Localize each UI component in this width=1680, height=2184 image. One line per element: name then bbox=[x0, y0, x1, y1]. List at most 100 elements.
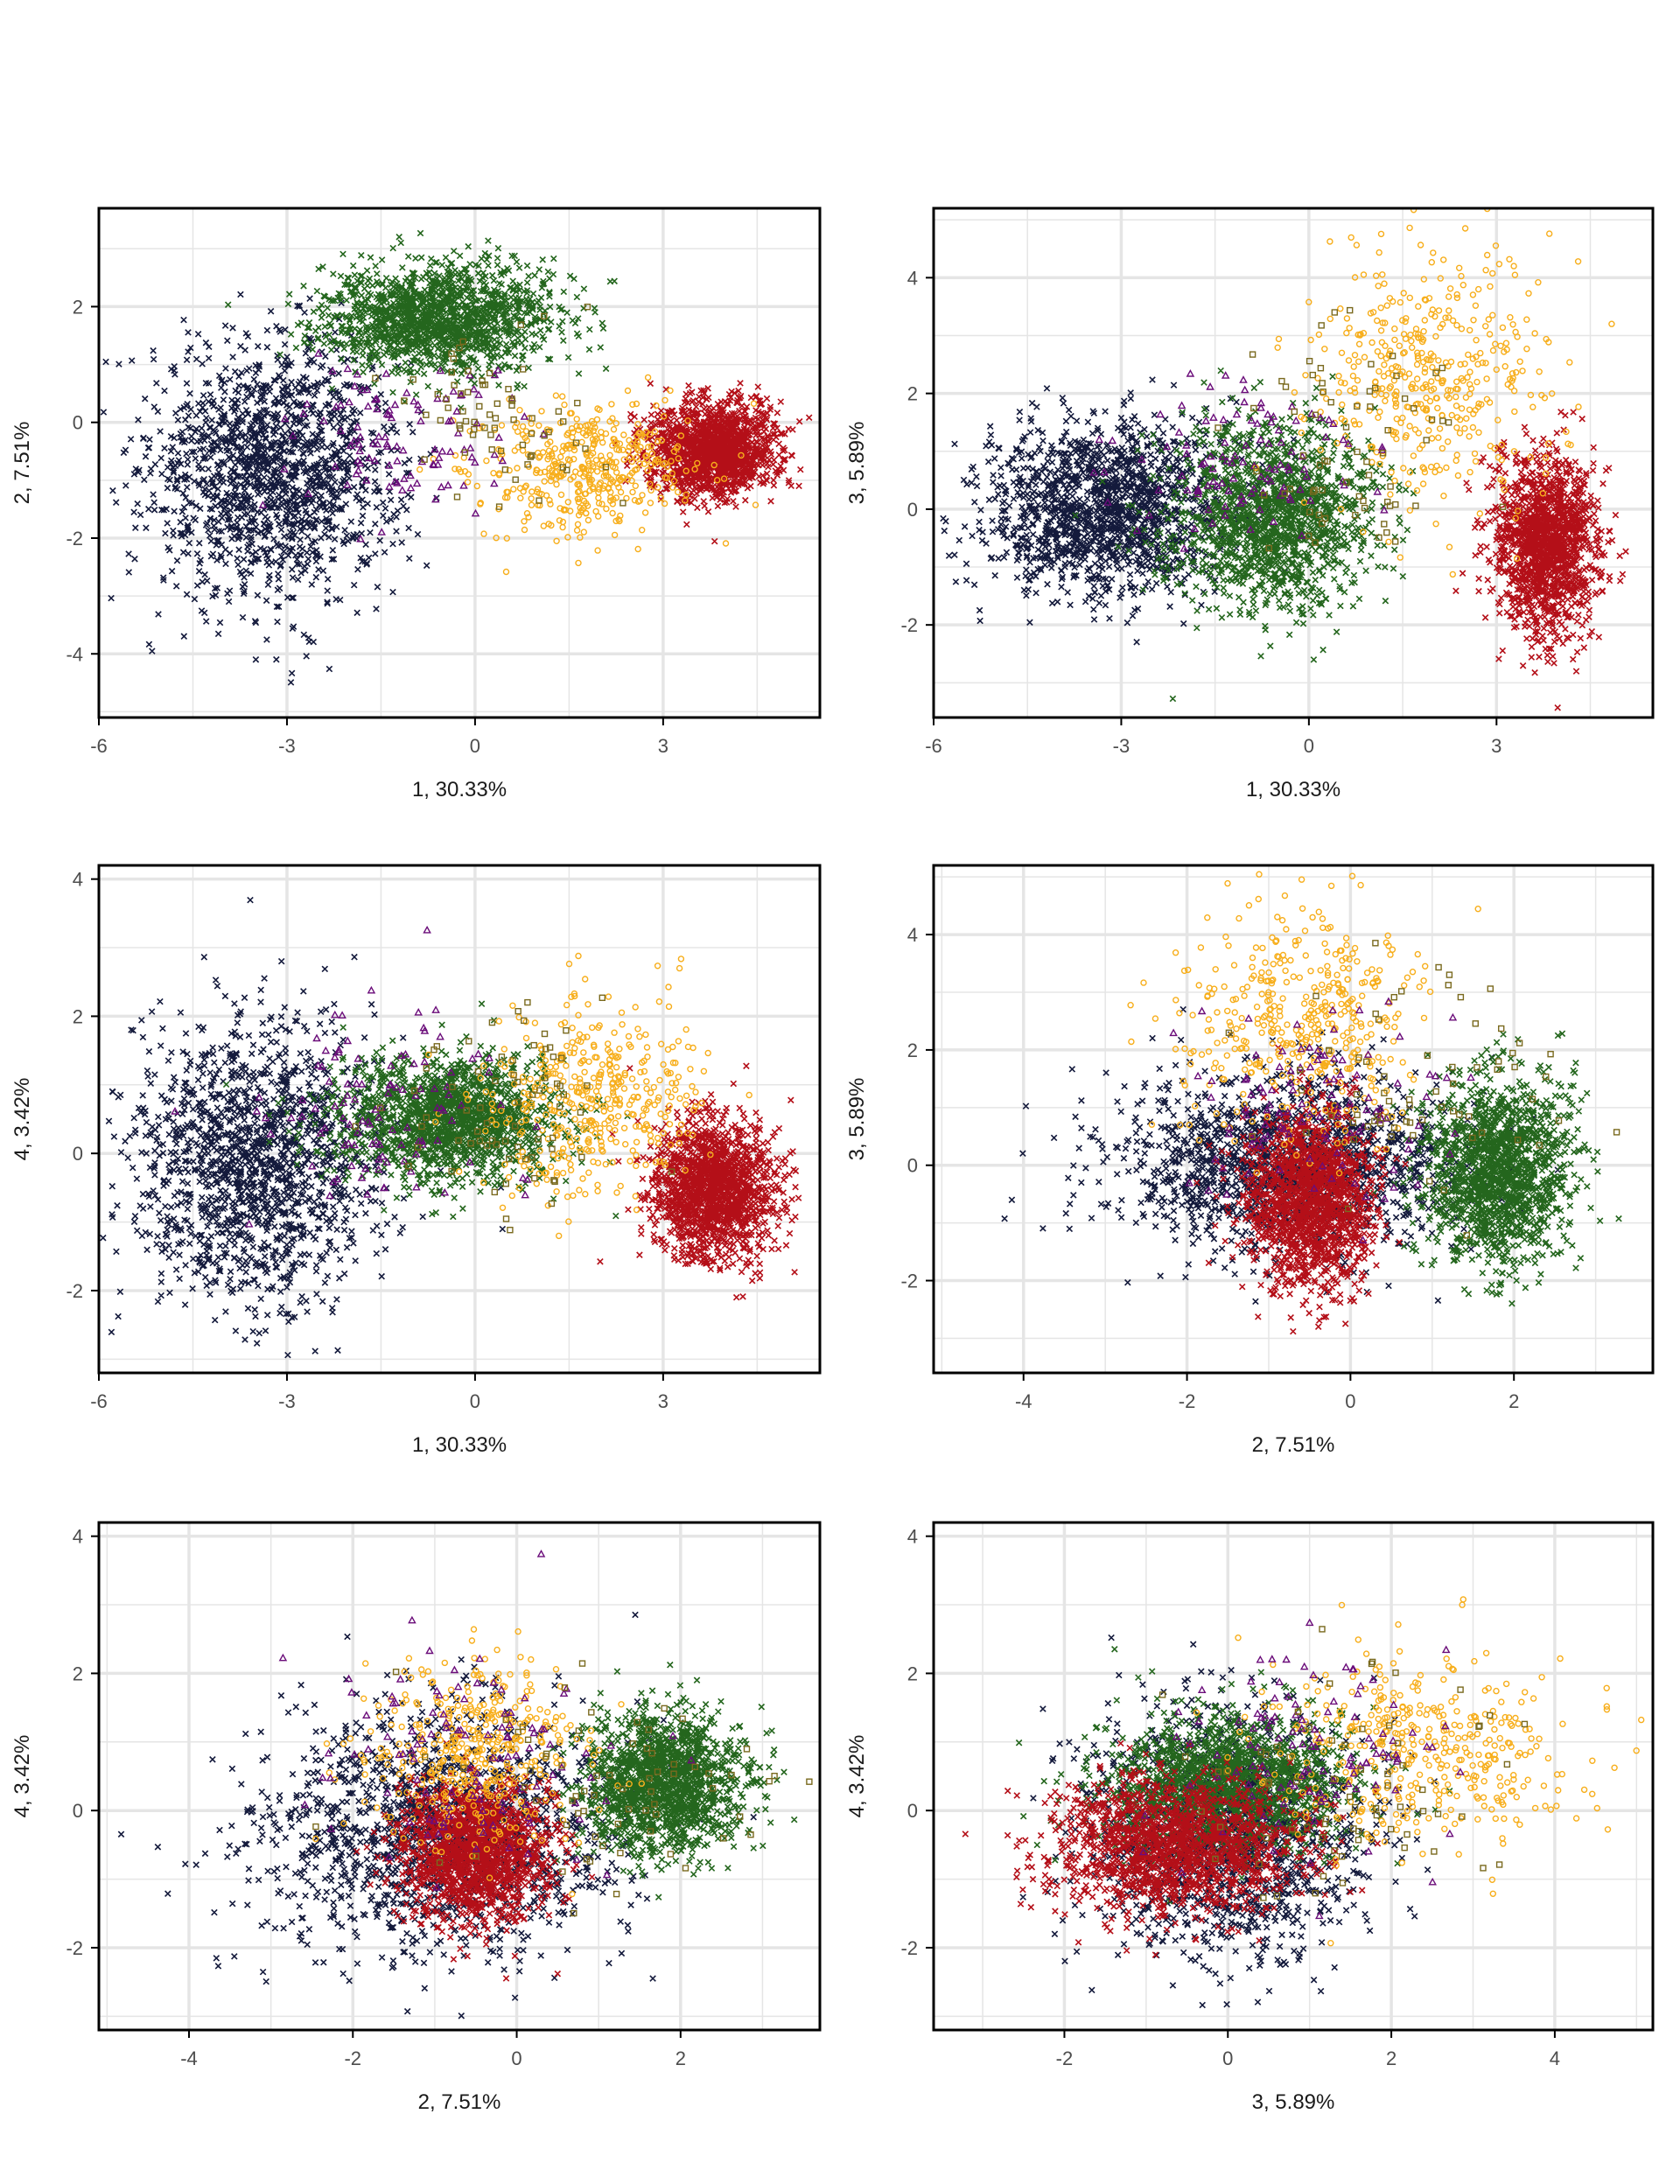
point bbox=[657, 1110, 664, 1117]
point bbox=[1274, 1743, 1281, 1751]
point bbox=[1418, 349, 1425, 357]
point bbox=[479, 1746, 486, 1754]
point bbox=[612, 1053, 620, 1060]
point bbox=[334, 1047, 343, 1056]
point bbox=[612, 1119, 620, 1127]
point bbox=[519, 441, 527, 449]
point bbox=[682, 467, 690, 474]
point bbox=[586, 487, 593, 494]
point bbox=[1379, 1754, 1387, 1760]
point bbox=[1524, 1776, 1531, 1783]
point bbox=[602, 1102, 609, 1110]
point bbox=[1365, 1728, 1372, 1735]
point bbox=[471, 1655, 478, 1662]
point bbox=[1348, 1742, 1354, 1749]
point bbox=[1376, 1119, 1384, 1127]
point bbox=[1574, 258, 1582, 265]
point bbox=[483, 1730, 493, 1739]
point bbox=[637, 1068, 644, 1076]
point bbox=[549, 1789, 556, 1797]
point bbox=[1417, 1671, 1424, 1679]
point bbox=[1337, 1712, 1345, 1719]
point bbox=[1545, 339, 1552, 346]
point bbox=[1354, 1689, 1362, 1698]
point bbox=[1494, 1058, 1502, 1065]
point bbox=[664, 1107, 672, 1115]
point bbox=[1296, 1067, 1304, 1074]
point bbox=[1256, 1655, 1265, 1663]
point bbox=[645, 1726, 652, 1733]
point bbox=[1440, 1186, 1448, 1194]
point bbox=[1528, 1735, 1535, 1742]
point bbox=[1259, 944, 1266, 952]
point bbox=[261, 1113, 270, 1122]
point bbox=[612, 420, 620, 427]
x-tick-label: 0 bbox=[1222, 2048, 1233, 2069]
point bbox=[530, 1041, 537, 1049]
point bbox=[488, 1820, 498, 1829]
point bbox=[498, 1723, 507, 1731]
point bbox=[472, 1667, 480, 1675]
y-tick-label: 0 bbox=[73, 412, 83, 434]
point bbox=[358, 1116, 368, 1124]
point bbox=[1318, 1161, 1327, 1170]
point bbox=[455, 1137, 462, 1144]
point bbox=[1613, 1129, 1620, 1136]
point bbox=[1410, 1752, 1418, 1759]
point bbox=[602, 1160, 609, 1168]
point bbox=[1488, 1806, 1495, 1813]
point bbox=[1230, 451, 1240, 459]
point bbox=[1173, 1707, 1183, 1716]
point bbox=[1367, 1020, 1375, 1027]
point bbox=[1396, 1803, 1404, 1810]
point bbox=[507, 1824, 514, 1831]
point bbox=[589, 1760, 596, 1768]
point bbox=[406, 471, 415, 480]
point bbox=[459, 1804, 466, 1812]
point bbox=[431, 1847, 439, 1854]
point bbox=[1486, 331, 1494, 338]
x-tick-label: -3 bbox=[1113, 735, 1130, 757]
point bbox=[449, 1777, 456, 1784]
point bbox=[1323, 948, 1331, 956]
point bbox=[1334, 1139, 1341, 1147]
point bbox=[1344, 439, 1353, 447]
point bbox=[1428, 378, 1435, 385]
point bbox=[1416, 1710, 1423, 1717]
point bbox=[255, 1093, 263, 1101]
point bbox=[519, 1727, 527, 1735]
point bbox=[620, 500, 626, 507]
point bbox=[1148, 1121, 1156, 1128]
point bbox=[575, 1088, 582, 1096]
point bbox=[502, 1732, 512, 1741]
point bbox=[557, 1762, 566, 1771]
point bbox=[452, 407, 461, 415]
point bbox=[1378, 385, 1386, 392]
point bbox=[624, 387, 632, 395]
point bbox=[1512, 514, 1519, 522]
point bbox=[640, 1112, 647, 1119]
point bbox=[1304, 1701, 1311, 1709]
point bbox=[1172, 997, 1180, 1004]
point bbox=[419, 1671, 426, 1678]
point bbox=[1375, 1715, 1382, 1723]
point bbox=[439, 1106, 448, 1114]
point bbox=[1513, 555, 1521, 562]
point bbox=[473, 1709, 480, 1716]
point bbox=[472, 1757, 479, 1765]
point bbox=[504, 488, 512, 496]
point bbox=[382, 369, 391, 377]
point bbox=[651, 1101, 658, 1109]
point bbox=[1514, 508, 1522, 514]
point bbox=[558, 1149, 566, 1156]
point bbox=[355, 446, 364, 455]
point bbox=[1178, 471, 1186, 480]
point bbox=[312, 1823, 319, 1830]
point bbox=[668, 1731, 677, 1740]
point bbox=[1325, 1020, 1332, 1027]
x-tick-label: -2 bbox=[1179, 1390, 1196, 1412]
point bbox=[1435, 307, 1443, 314]
point bbox=[1398, 1859, 1406, 1866]
point bbox=[1297, 1724, 1306, 1732]
point bbox=[592, 1054, 598, 1060]
